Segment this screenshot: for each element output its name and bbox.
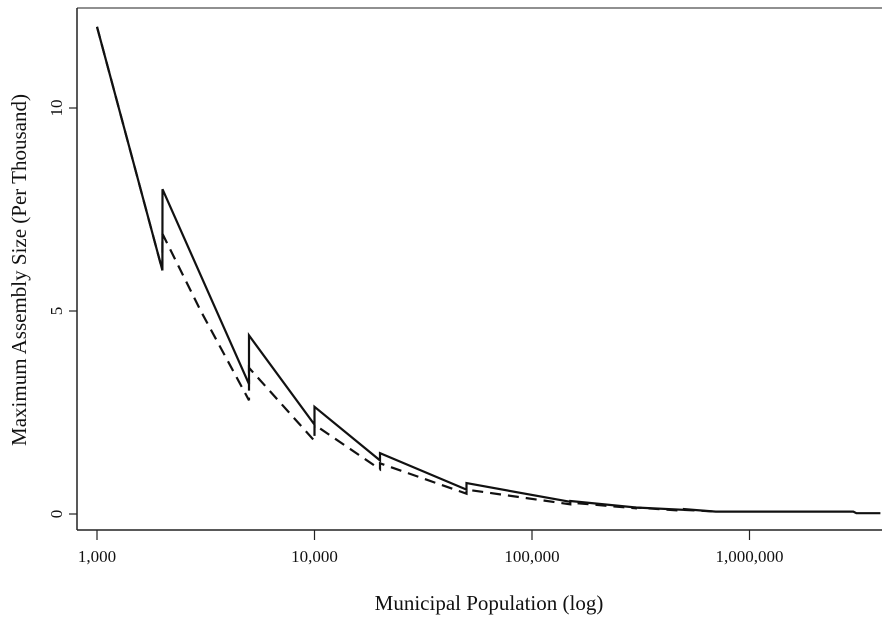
y-tick-label: 0	[47, 510, 66, 519]
x-tick-label: 10,000	[291, 547, 338, 566]
y-tick-label: 10	[47, 100, 66, 117]
x-axis-title: Municipal Population (log)	[375, 591, 604, 615]
y-axis-title: Maximum Assembly Size (Per Thousand)	[7, 94, 31, 446]
y-tick-label: 5	[47, 307, 66, 316]
x-tick-label: 1,000,000	[716, 547, 784, 566]
x-tick-label: 100,000	[504, 547, 559, 566]
series	[95, 26, 881, 515]
x-tick-label: 1,000	[78, 547, 116, 566]
series-line-solid	[95, 26, 881, 515]
series-line-dashed	[95, 26, 716, 513]
ticks: 1,000 10,000 100,000 1,000,000 0 5 10	[47, 100, 784, 567]
